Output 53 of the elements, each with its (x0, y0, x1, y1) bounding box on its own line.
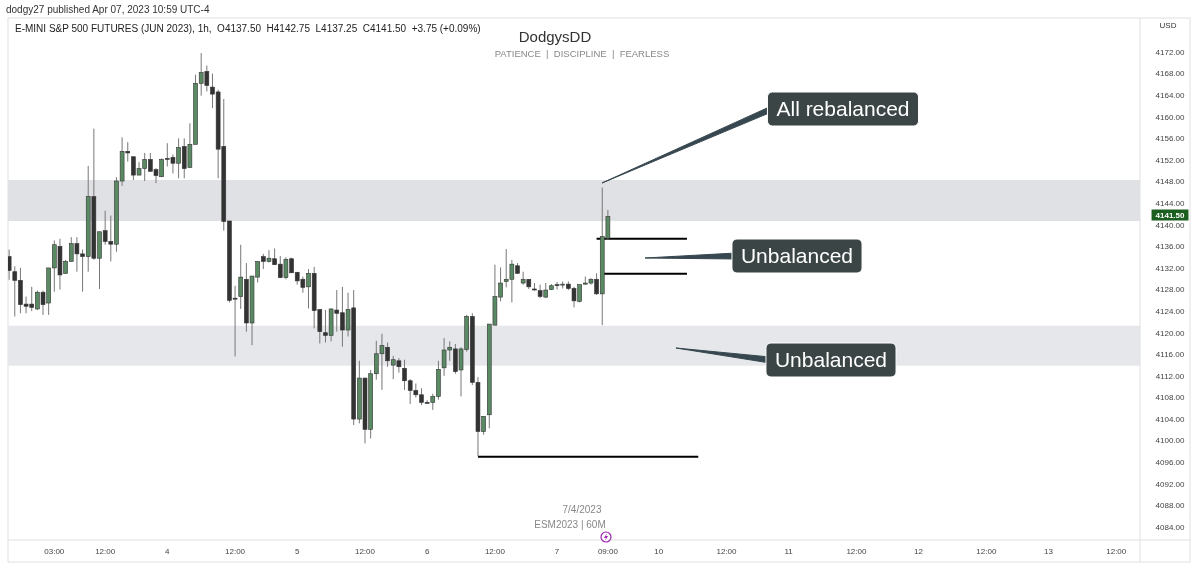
y-tick-label: 4104.00 (1155, 414, 1186, 424)
text: dodgy27 published Apr 07, 2023 10:59 UTC-4 (6, 4, 210, 15)
y-tick-label: 4100.00 (1155, 436, 1186, 446)
annotation: All rebalanced (776, 97, 910, 121)
y-tick-label: 4116.00 (1155, 350, 1185, 360)
y-tick-label: 4096.00 (1155, 458, 1186, 468)
y-tick-label: 4140.00 (1155, 220, 1186, 230)
x-tick-label: 12:00 (95, 546, 116, 556)
x-tick-label: 11 (784, 546, 794, 556)
y-tick-label: 4084.00 (1155, 522, 1186, 532)
text: PATIENCE | DISCIPLINE | FEARLESS (494, 48, 670, 59)
annotation: 7/4/2023 (562, 504, 602, 515)
y-tick-label: 4156.00 (1155, 134, 1186, 144)
x-tick-label: 12:00 (846, 546, 867, 556)
y-tick-label: 4128.00 (1155, 285, 1186, 295)
y-tick-label: 4088.00 (1155, 501, 1186, 511)
y-tick-label: 4152.00 (1155, 155, 1186, 165)
x-tick-label: 12:00 (1106, 546, 1127, 556)
y-tick-label: 4120.00 (1155, 328, 1186, 338)
x-tick-label: 12:00 (716, 546, 738, 556)
annotation: E-MINI S&P 500 FUTURES (JUN 2023), 1h, O4137.50 H4142.75 L4137.25 C4141.50 +3.75 (+0.09%) (15, 23, 481, 34)
candlestick (8, 249, 12, 281)
y-tick-label: 4112.00 (1155, 371, 1185, 381)
y-tick-label: 4164.00 (1155, 90, 1186, 100)
x-tick-label: 10 (654, 546, 664, 556)
text: DodgysDD (518, 28, 592, 45)
x-tick-label: 5 (294, 546, 300, 556)
y-tick-label: 4144.00 (1155, 198, 1186, 208)
x-tick-label: 12:00 (225, 546, 246, 556)
y-tick-label: 4168.00 (1155, 69, 1186, 79)
x-tick-label: 09:00 (597, 546, 619, 556)
x-tick-label: 12:00 (976, 546, 997, 556)
annotation: Unbalanced (740, 244, 854, 268)
y-tick-label: 4132.00 (1155, 263, 1186, 273)
y-tick-label: 4160.00 (1155, 112, 1186, 122)
x-tick-label: 12 (914, 546, 924, 556)
y-tick-label: 4124.00 (1155, 306, 1186, 316)
annotation: Unbalanced (774, 348, 888, 372)
x-tick-label: 13 (1044, 546, 1054, 556)
y-tick-label: 4092.00 (1155, 479, 1186, 489)
x-tick-label: 4 (165, 546, 171, 556)
y-tick-label: 4108.00 (1155, 393, 1186, 403)
x-tick-label: 12:00 (484, 546, 506, 556)
text: 4141.50 (1155, 210, 1186, 220)
y-tick-label: 4136.00 (1155, 242, 1186, 252)
x-tick-label: 6 (424, 546, 430, 556)
y-tick-label: 4172.00 (1155, 47, 1186, 57)
x-tick-label: 03:00 (44, 546, 65, 556)
x-tick-label: 7 (554, 546, 560, 556)
text: USD (1159, 21, 1177, 30)
y-tick-label: 4148.00 (1155, 177, 1186, 187)
x-tick-label: 12:00 (354, 546, 376, 556)
annotation: ESM2023 | 60M (534, 519, 606, 530)
